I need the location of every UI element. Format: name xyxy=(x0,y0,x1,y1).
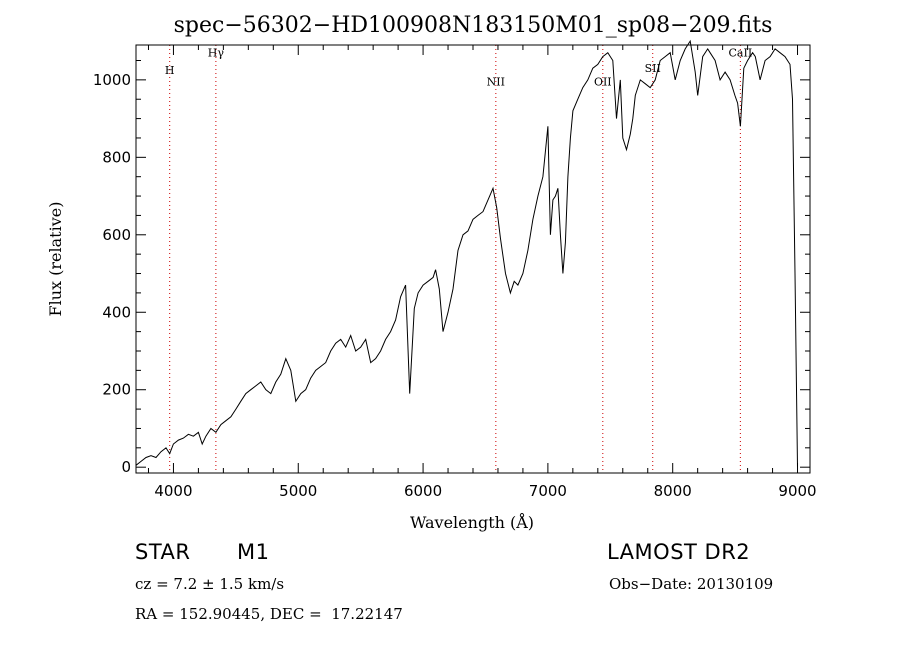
y-tick-label: 600 xyxy=(102,226,131,244)
object-type: STAR xyxy=(135,540,191,564)
chart-title: spec−56302−HD100908N183150M01_sp08−209.f… xyxy=(174,13,773,38)
x-tick-label: 6000 xyxy=(404,482,442,500)
x-axis-label: Wavelength (Å) xyxy=(410,512,534,532)
line-marker-label: Hγ xyxy=(208,47,225,60)
ra-dec: RA = 152.90445, DEC = 17.22147 xyxy=(135,605,403,623)
obs-date: Obs−Date: 20130109 xyxy=(609,575,774,593)
line-marker-label: CaII xyxy=(729,47,753,60)
y-tick-label: 400 xyxy=(102,303,131,321)
spectrum-line xyxy=(135,39,798,468)
line-marker-label: NII xyxy=(487,76,505,89)
x-tick-label: 8000 xyxy=(654,482,692,500)
x-tick-label: 9000 xyxy=(778,482,816,500)
y-axis-label: Flux (relative) xyxy=(46,202,65,317)
axes: 4000 5000 6000 7000 8000 9000 0 200 400 600 800 100… xyxy=(93,45,817,500)
y-tick-label: 1000 xyxy=(93,71,131,89)
subclass: M1 xyxy=(237,540,270,564)
line-marker-label: OII xyxy=(594,76,612,89)
redshift-cz: cz = 7.2 ± 1.5 km/s xyxy=(135,575,285,593)
y-tick-label: 200 xyxy=(102,381,131,399)
y-tick-label: 800 xyxy=(102,148,131,166)
x-tick-label: 7000 xyxy=(529,482,567,500)
survey-name: LAMOST DR2 xyxy=(607,540,751,564)
plot-frame xyxy=(135,44,811,474)
line-marker-label: H xyxy=(165,64,175,77)
y-tick-label: 0 xyxy=(121,458,131,476)
x-tick-label: 4000 xyxy=(154,482,192,500)
x-tick-label: 5000 xyxy=(279,482,317,500)
